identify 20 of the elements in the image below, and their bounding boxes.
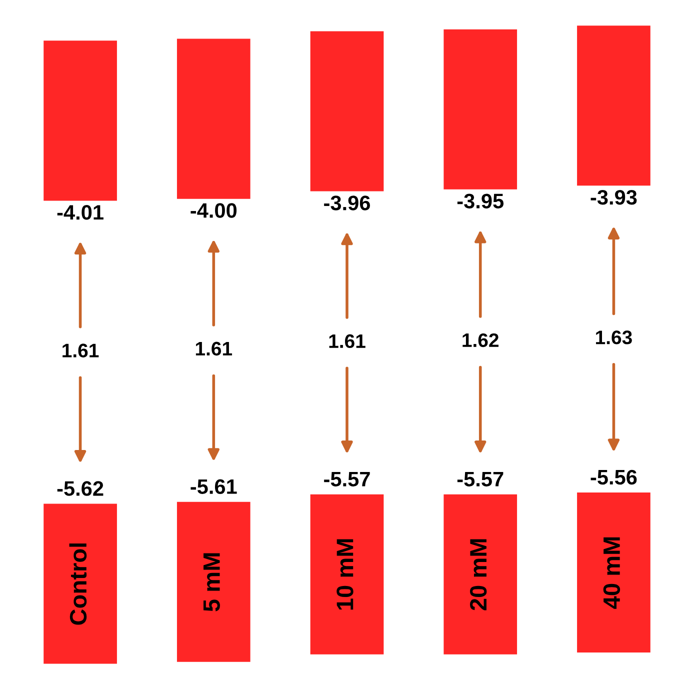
text: 1.61 — [329, 334, 366, 348]
category-label: 20 mM — [470, 539, 487, 610]
category-label: 10 mM — [336, 539, 354, 610]
text: 1.61 — [62, 344, 99, 358]
data-label: -5.61 — [190, 479, 237, 494]
data-label: -4.01 — [57, 205, 104, 220]
category-label: 40 mM — [603, 537, 620, 609]
data-label: -4.00 — [190, 203, 237, 218]
data-label: -3.93 — [590, 190, 637, 205]
text: 1.62 — [462, 333, 498, 348]
category-label: Control — [69, 543, 87, 625]
category-label: 5 mM — [204, 553, 220, 612]
data-label: -5.62 — [57, 481, 104, 496]
data-label: -3.95 — [457, 194, 504, 208]
text: 1.63 — [596, 330, 632, 344]
text: 1.61 — [196, 342, 232, 356]
data-label: -5.56 — [590, 470, 637, 485]
data-label: -5.57 — [457, 472, 504, 486]
data-label: -5.57 — [324, 472, 370, 486]
data-label: -3.96 — [324, 196, 370, 210]
